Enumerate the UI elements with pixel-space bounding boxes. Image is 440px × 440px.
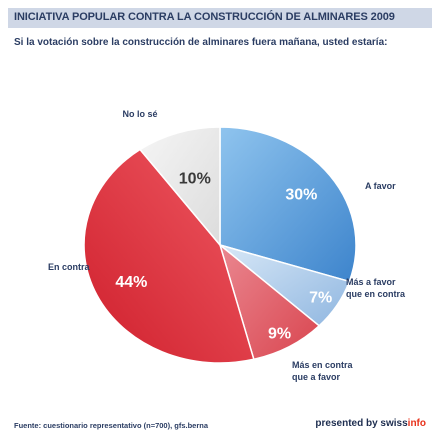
survey-question: Si la votación sobre la construcción de … — [14, 37, 388, 48]
category-label-en-contra: En contra — [48, 262, 91, 272]
slice-no-lo-se — [138, 126, 221, 248]
category-label-no-lo-se: No lo sé — [122, 109, 157, 119]
category-label-mas-a-favor-que-en-contra: Más a favor que en contra — [346, 277, 406, 299]
category-label-mas-en-contra-que-a-favor: Más en contra que a favor — [292, 360, 354, 382]
pie-category-labels: A favor Más a favor que en contra Más en co… — [48, 109, 406, 382]
slice-a-favor — [219, 126, 357, 283]
brand-prefix: presented by swiss — [315, 418, 408, 429]
value-label-en-contra: 44% — [115, 274, 147, 291]
value-label-mas-a-favor-que-en-contra: 7% — [309, 290, 332, 307]
value-label-mas-en-contra-que-a-favor: 9% — [268, 325, 291, 342]
brand-accent: info — [407, 418, 426, 429]
brand-credit: presented by swissinfo — [315, 418, 426, 429]
chart-title: INICIATIVA POPULAR CONTRA LA CONSTRUCCIÓ… — [14, 11, 395, 23]
category-label-a-favor: A favor — [365, 181, 396, 191]
pie-value-labels: 30% 7% 9% 44% 10% — [115, 171, 332, 343]
pie-slices — [83, 126, 357, 364]
source-note: Fuente: cuestionario representativo (n=7… — [14, 421, 209, 430]
value-label-a-favor: 30% — [285, 187, 317, 204]
chart-header: INICIATIVA POPULAR CONTRA LA CONSTRUCCIÓ… — [8, 8, 432, 28]
value-label-no-lo-se: 10% — [179, 171, 211, 188]
slice-en-contra — [83, 148, 255, 364]
